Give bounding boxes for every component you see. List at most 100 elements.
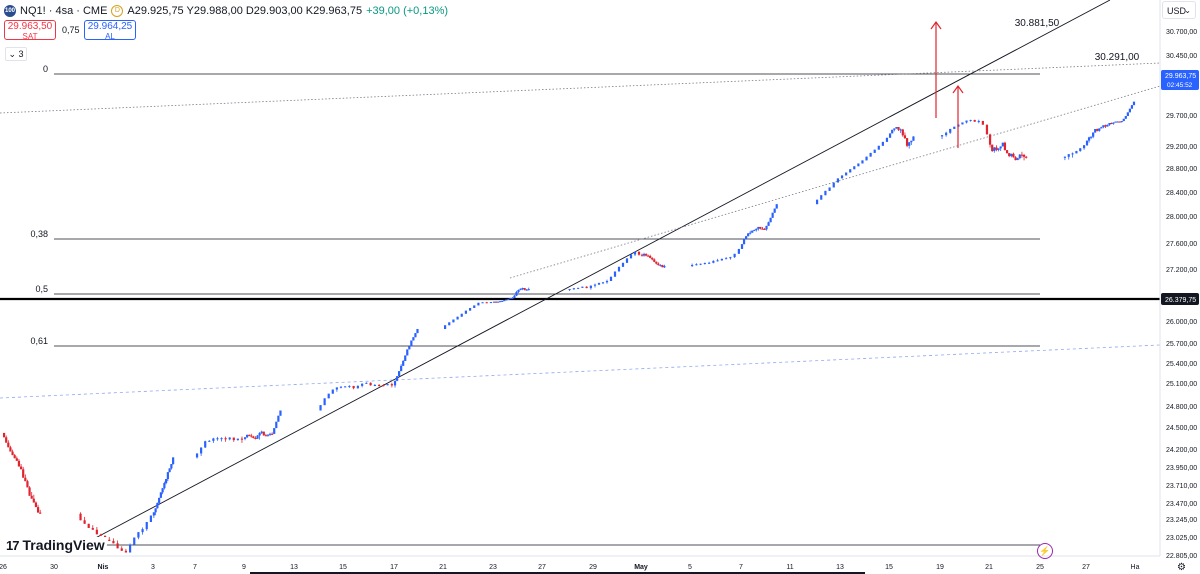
candle-body (999, 146, 1002, 149)
time-axis[interactable]: 26 30 Nis 3 7 9 13 15 17 21 23 27 29 May 5 7 11 13 15 19 21 2… (0, 555, 1160, 574)
candle-body (733, 253, 736, 258)
candle-body (1100, 127, 1103, 129)
buy-button[interactable]: 29.964,25 AL (84, 20, 136, 41)
candle-body (26, 481, 29, 488)
candle-body (1102, 125, 1105, 128)
candle-body (577, 287, 580, 289)
candle-body (712, 260, 715, 263)
candle-body (995, 147, 998, 150)
tradingview-logo[interactable]: 17 TradingView (6, 537, 107, 553)
price-tick-label: 28.400,00 (1166, 190, 1197, 197)
candle-body (647, 255, 650, 257)
candle-body (1022, 154, 1026, 157)
price-tick-label: 27.600,00 (1166, 241, 1197, 248)
candle-body (637, 251, 641, 255)
candle-body (593, 284, 597, 286)
candle-body (991, 144, 994, 151)
candle-body (649, 255, 652, 258)
candle-body (640, 254, 644, 256)
candle-body (232, 437, 235, 441)
candle-body (159, 492, 162, 498)
bolt-icon[interactable]: ⚡ (1037, 543, 1053, 559)
candle-body (716, 260, 719, 262)
candle-body (7, 442, 10, 448)
candle-body (953, 126, 956, 129)
time-tick-label: 23 (489, 564, 497, 571)
candle-body (485, 302, 488, 304)
price-tick-label: 29.700,00 (1166, 113, 1197, 120)
indicator-toggle-button[interactable]: ⌄ 3 (5, 47, 27, 61)
price-tick-label: 23.245,00 (1166, 517, 1197, 524)
symbol-title[interactable]: NQ1! · 4sa · CME (20, 5, 108, 17)
candle-body (141, 529, 144, 533)
candle-body (254, 437, 257, 439)
candle-body (857, 163, 860, 167)
candle-body (1098, 128, 1101, 131)
candle-body (216, 438, 219, 440)
candle-body (585, 286, 588, 289)
price-tick-label: 25.700,00 (1166, 341, 1197, 348)
candle-body (30, 495, 33, 499)
candle-body (836, 178, 840, 183)
candle-body (273, 428, 276, 434)
time-tick-label: Nis (98, 564, 109, 571)
time-tick-label: 25 (1036, 564, 1044, 571)
candle-body (204, 441, 207, 448)
candle-body (124, 550, 128, 553)
candle-body (771, 212, 774, 218)
candle-body (266, 434, 270, 436)
buy-price: 29.964,25 (87, 21, 133, 32)
candle-body (220, 438, 223, 440)
candle-body (1003, 142, 1007, 151)
candle-body (1005, 150, 1009, 154)
candle-body (9, 447, 12, 452)
candle-body (642, 254, 646, 256)
candle-body (22, 469, 25, 478)
candle-body (993, 147, 996, 151)
candle-body (404, 355, 407, 361)
price-tick-label: 24.500,00 (1166, 425, 1197, 432)
candle-body (1014, 157, 1017, 161)
candle-body (1128, 108, 1131, 113)
candle-body (161, 488, 164, 493)
candle-body (128, 544, 132, 553)
candle-body (1118, 121, 1121, 123)
candle-body (849, 169, 852, 173)
currency-select[interactable]: USD ⌄ (1162, 1, 1196, 19)
candle-body (503, 300, 506, 302)
candle-body (137, 532, 140, 538)
candle-body (753, 230, 756, 232)
candle-body (390, 384, 393, 386)
gear-icon[interactable]: ⚙ (1177, 562, 1186, 573)
candle-body (653, 259, 656, 262)
candle-body (497, 301, 500, 303)
candle-body (513, 295, 516, 299)
candle-body (79, 513, 82, 521)
candle-body (891, 129, 894, 134)
candle-body (1110, 123, 1113, 125)
candle-body (501, 300, 504, 302)
time-tick-label: 30 (50, 564, 58, 571)
price-tick-label: 23.470,00 (1166, 501, 1197, 508)
candle-body (1016, 158, 1019, 161)
candle-body (361, 383, 364, 386)
up-arrow-right-head (952, 84, 964, 94)
candle-body (757, 226, 760, 229)
spread-value: 0,75 (62, 25, 80, 35)
candle-body (212, 438, 215, 441)
price-axis[interactable]: 30.700,0030.450,0030.200,0029.700,0029.2… (1159, 0, 1200, 574)
candle-body (279, 410, 282, 416)
sell-button[interactable]: 29.963,50 SAT (4, 20, 56, 41)
candle-body (331, 389, 334, 394)
fib-level-label-0: 0 (43, 64, 48, 74)
candle-body (1010, 153, 1013, 157)
candle-body (166, 472, 169, 479)
price-axis-bg (1160, 0, 1200, 574)
candle-body (977, 120, 980, 122)
fib-level-label-3: 0,61 (30, 336, 48, 346)
candle-body (527, 289, 530, 291)
candle-body (99, 534, 103, 536)
up-arrow-left-head (930, 20, 942, 30)
candle-body (382, 385, 385, 387)
